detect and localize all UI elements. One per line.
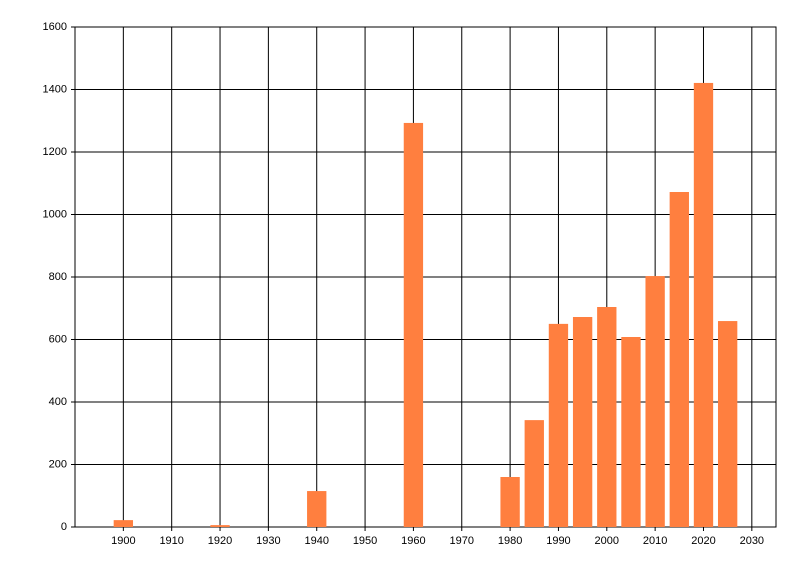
y-tick-label: 1400 bbox=[43, 83, 67, 95]
x-tick-label: 1900 bbox=[111, 535, 135, 547]
bar bbox=[597, 307, 617, 527]
y-tick-label: 200 bbox=[49, 458, 67, 470]
x-tick-label: 1930 bbox=[256, 535, 280, 547]
x-tick-label: 2030 bbox=[740, 535, 764, 547]
x-tick-label: 1940 bbox=[304, 535, 328, 547]
y-tick-label: 1000 bbox=[43, 208, 67, 220]
bar bbox=[717, 321, 738, 527]
x-tick-label: 1980 bbox=[498, 535, 522, 547]
bar bbox=[669, 192, 689, 527]
y-tick-label: 400 bbox=[49, 396, 67, 408]
y-tick-label: 600 bbox=[49, 333, 67, 345]
bar bbox=[307, 491, 327, 527]
y-tick-label: 1200 bbox=[43, 146, 67, 158]
plot-frame bbox=[74, 26, 777, 528]
bar bbox=[548, 323, 569, 527]
x-tick-label: 2000 bbox=[595, 535, 619, 547]
y-tick-label: 1600 bbox=[43, 21, 67, 33]
x-tick-label: 1950 bbox=[353, 535, 377, 547]
x-tick-label: 2020 bbox=[691, 535, 715, 547]
x-tick-label: 1970 bbox=[450, 535, 474, 547]
bar bbox=[645, 276, 665, 527]
bar bbox=[621, 337, 641, 527]
y-tick-label: 0 bbox=[61, 521, 67, 533]
bar bbox=[524, 420, 544, 527]
bar bbox=[572, 317, 593, 527]
bar bbox=[693, 82, 714, 527]
y-tick-label: 800 bbox=[49, 271, 67, 283]
bar bbox=[403, 122, 424, 527]
x-tick-label: 2010 bbox=[643, 535, 667, 547]
x-tick-label: 1990 bbox=[546, 535, 570, 547]
x-tick-label: 1960 bbox=[401, 535, 425, 547]
x-tick-label: 1920 bbox=[208, 535, 232, 547]
bar bbox=[500, 477, 520, 527]
bar bbox=[113, 520, 134, 527]
x-tick-label: 1910 bbox=[159, 535, 183, 547]
bar bbox=[210, 525, 230, 527]
